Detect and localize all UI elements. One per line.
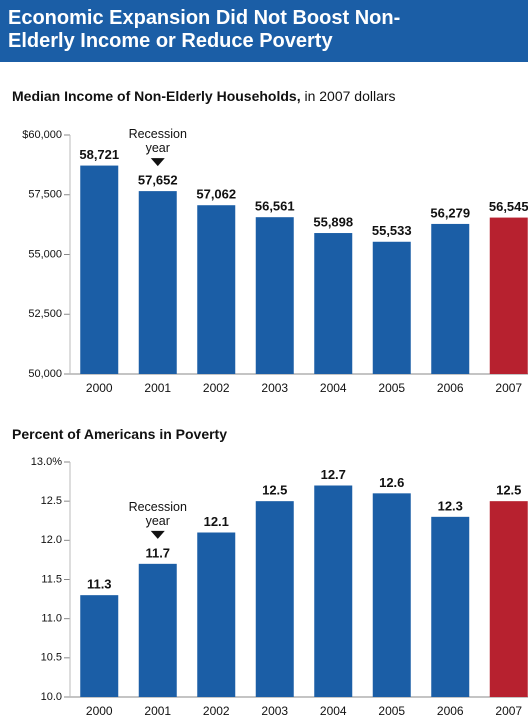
bar [431, 516, 470, 697]
x-tick-label: 2003 [261, 381, 288, 395]
x-tick-label: 2001 [144, 704, 171, 718]
bar [138, 191, 177, 374]
bar [197, 205, 236, 374]
y-tick-label: 13.0% [31, 456, 62, 468]
bar [80, 595, 119, 697]
bar [314, 233, 353, 374]
x-tick-label: 2006 [437, 704, 464, 718]
value-label: 56,545 [489, 199, 528, 214]
x-tick-label: 2007 [495, 704, 522, 718]
x-tick-label: 2001 [144, 381, 171, 395]
chart-title: Percent of Americans in Poverty [12, 426, 228, 442]
x-tick-label: 2004 [320, 381, 347, 395]
annotation: Recession year [128, 127, 187, 156]
value-label: 57,062 [196, 187, 236, 202]
x-tick-label: 2000 [86, 704, 113, 718]
x-tick-label: 2005 [378, 381, 405, 395]
x-tick-label: 2006 [437, 381, 464, 395]
bar [372, 493, 411, 697]
value-label: 55,898 [313, 214, 353, 229]
title-banner: Economic Expansion Did Not Boost Non-Eld… [0, 0, 528, 62]
y-tick-label: 11.0 [41, 613, 62, 625]
bar [80, 165, 119, 374]
bar [431, 223, 470, 374]
bar [489, 217, 528, 374]
value-label: 56,561 [255, 199, 295, 214]
value-label: 11.7 [145, 545, 170, 560]
bar [314, 485, 353, 697]
value-label: 12.6 [379, 475, 404, 490]
bar [372, 241, 411, 374]
value-label: 12.5 [262, 483, 287, 498]
value-label: 12.7 [321, 467, 346, 482]
value-label: 58,721 [79, 147, 119, 162]
x-tick-label: 2007 [495, 381, 522, 395]
annotation-arrow [150, 530, 165, 539]
y-tick-label: 10.5 [41, 652, 62, 664]
x-tick-label: 2002 [203, 381, 230, 395]
x-tick-label: 2003 [261, 704, 288, 718]
y-tick-label: 57,500 [28, 189, 62, 201]
y-tick-label: 11.5 [41, 573, 62, 585]
value-label: 12.5 [496, 483, 521, 498]
bar [489, 501, 528, 697]
y-tick-label: 10.0 [41, 691, 62, 703]
value-label: 55,533 [372, 223, 412, 238]
x-tick-label: 2004 [320, 704, 347, 718]
bar [197, 532, 236, 697]
value-label: 56,279 [430, 205, 470, 220]
y-tick-label: 12.0 [41, 534, 62, 546]
y-tick-label: 50,000 [28, 368, 62, 380]
page-title: Economic Expansion Did Not Boost Non-Eld… [8, 7, 401, 52]
value-label: 12.3 [438, 498, 463, 513]
chart-title-row: Median Income of Non-Elderly Households,… [12, 88, 396, 104]
y-tick-label: 52,500 [28, 308, 62, 320]
bar [255, 501, 294, 697]
annotation: Recession year [128, 499, 187, 528]
bar [255, 217, 294, 374]
chart-subtitle: in 2007 dollars [304, 88, 396, 104]
bar [138, 563, 177, 697]
value-label: 11.3 [87, 577, 112, 592]
chart-title-row: Percent of Americans in Poverty [12, 426, 227, 442]
y-tick-label: $60,000 [22, 129, 62, 141]
x-tick-label: 2002 [203, 704, 230, 718]
annotation-arrow [150, 158, 165, 167]
value-label: 57,652 [138, 173, 178, 188]
value-label: 12.1 [204, 514, 229, 529]
x-tick-label: 2005 [378, 704, 405, 718]
chart-title: Median Income of Non-Elderly Households, [12, 88, 301, 104]
y-tick-label: 55,000 [28, 248, 62, 260]
y-tick-label: 12.5 [41, 495, 62, 507]
x-tick-label: 2000 [86, 381, 113, 395]
